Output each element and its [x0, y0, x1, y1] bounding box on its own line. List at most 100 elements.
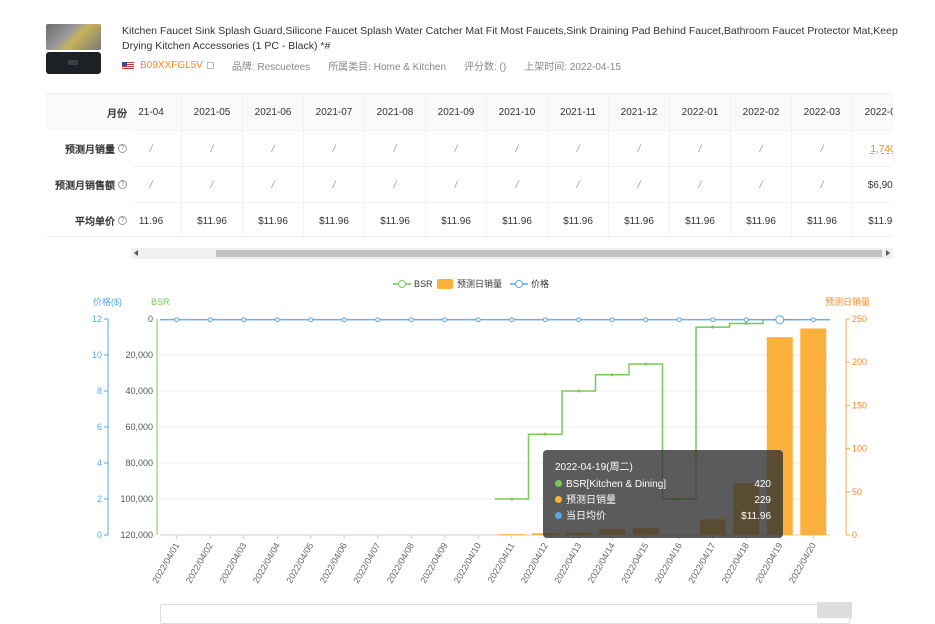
table-cell: / — [792, 167, 853, 203]
table-cell: $11.96 — [426, 203, 487, 238]
table-cell: / — [548, 167, 609, 203]
table-row: ////////////$6,902 — [131, 166, 893, 203]
row-label-revenue: 预测月销售额? — [46, 166, 131, 202]
table-cell: / — [304, 167, 365, 203]
table-cell: 21-04 — [131, 94, 182, 130]
price-point — [174, 317, 180, 323]
sales-bar — [498, 534, 525, 535]
sales-axis-title: 预测日销量 — [825, 296, 870, 307]
bsr-tick-label: 120,000 — [120, 530, 153, 540]
product-thumbnail-alt[interactable] — [46, 52, 101, 74]
table-cell: / — [365, 167, 426, 203]
bsr-tick-label: 100,000 — [120, 494, 153, 504]
external-link-icon[interactable] — [206, 62, 214, 69]
category-text: 所属类目: Home & Kitchen — [328, 62, 446, 73]
table-cell: / — [670, 167, 731, 203]
zoom-slider-handle[interactable] — [817, 602, 852, 618]
table-cell: / — [182, 167, 243, 203]
x-tick-label: 2022/04/20 — [787, 541, 818, 585]
bsr-tick-label: 0 — [148, 314, 153, 324]
table-cell: 2021-10 — [487, 94, 548, 130]
table-cell: $11.96 — [182, 203, 243, 238]
sales-tick-label: 0 — [852, 530, 857, 540]
bsr-point — [510, 497, 514, 501]
price-point — [509, 317, 515, 323]
product-thumbnail[interactable] — [46, 24, 101, 50]
asin-link[interactable]: B09XXFGL5V — [140, 60, 203, 71]
help-icon[interactable]: ? — [118, 143, 127, 153]
table-cell: / — [487, 167, 548, 203]
price-point — [274, 317, 280, 323]
tooltip-row-price: 当日均价 $11.96 — [555, 509, 771, 525]
help-icon[interactable]: ? — [118, 179, 127, 189]
table-cell: / — [426, 131, 487, 167]
bsr-axis-title: BSR — [151, 297, 170, 307]
table-cell: $11.96 — [792, 203, 853, 238]
chart-zoom-slider[interactable] — [160, 604, 850, 624]
tooltip-date: 2022-04-19(周二) — [555, 462, 633, 473]
table-cell: / — [182, 131, 243, 167]
table-cell: / — [792, 131, 853, 167]
table-cell: / — [243, 131, 304, 167]
price-point — [676, 317, 682, 323]
table-cell: 2021-08 — [365, 94, 426, 130]
table-horizontal-scrollbar[interactable] — [131, 248, 893, 259]
table-cell[interactable]: 1,740 — [853, 131, 893, 167]
product-meta: B09XXFGL5V 品牌: Rescuetees 所属类目: Home & K… — [122, 58, 639, 73]
table-cell: 2021-11 — [548, 94, 609, 130]
price-point — [542, 317, 548, 323]
product-title[interactable]: Kitchen Faucet Sink Splash Guard,Silicon… — [122, 25, 898, 52]
table-cell: / — [365, 131, 426, 167]
x-tick-label: 2022/04/10 — [452, 541, 483, 585]
table-cell: / — [487, 131, 548, 167]
x-tick-label: 2022/04/09 — [418, 541, 449, 585]
x-tick-label: 2022/04/02 — [184, 541, 215, 585]
x-tick-label: 2022/04/11 — [486, 541, 517, 584]
table-cell: 2022-01 — [670, 94, 731, 130]
table-cell: 2021-05 — [182, 94, 243, 130]
legend-price-marker — [515, 280, 523, 288]
legend-bsr-label: BSR — [414, 279, 433, 289]
table-cell: $11.96 — [487, 203, 548, 238]
price-tick-label: 10 — [92, 350, 102, 360]
tooltip-row-sales: 预测日销量 229 — [555, 493, 771, 509]
table-cell: 2022-04 — [853, 94, 893, 130]
price-point — [710, 317, 716, 323]
bsr-point — [610, 373, 614, 377]
row-label-sales: 预测月销量? — [46, 130, 131, 166]
x-tick-label: 2022/04/15 — [619, 541, 650, 585]
bsr-tick-label: 80,000 — [125, 458, 153, 468]
x-tick-label: 2022/04/12 — [519, 541, 550, 585]
price-tick-label: 4 — [97, 458, 102, 468]
legend-sales-label: 预测日销量 — [457, 278, 502, 289]
price-point — [442, 317, 448, 323]
sales-dot-icon — [555, 496, 562, 503]
scroll-right-icon[interactable] — [886, 250, 890, 256]
table-row: 11.96 $11.96 $11.96 $11.96 $11.96 $11.96 $11.9… — [131, 202, 893, 238]
price-tick-label: 2 — [97, 494, 102, 504]
sales-tick-label: 250 — [852, 314, 867, 324]
price-point — [375, 317, 381, 323]
table-cell: 2021-12 — [609, 94, 670, 130]
price-point — [408, 317, 414, 323]
table-cell: $11.96 — [670, 203, 731, 238]
table-cell: 2021-09 — [426, 94, 487, 130]
help-icon[interactable]: ? — [118, 215, 127, 225]
price-point — [643, 317, 649, 323]
table-scroll-area[interactable]: 21-04 2021-05 2021-06 2021-07 2021-08 2021-09… — [131, 94, 893, 238]
bsr-point — [543, 432, 547, 436]
table-cell: $11.96 — [548, 203, 609, 238]
table-row-labels: 月份 预测月销量? 预测月销售额? 平均单价? — [46, 94, 131, 238]
scrollbar-thumb[interactable] — [216, 250, 882, 257]
bsr-point — [711, 325, 715, 329]
tooltip-row-bsr: BSR[Kitchen & Dining] 420 — [555, 477, 771, 493]
price-axis-title: 价格($) — [93, 296, 122, 307]
x-tick-label: 2022/04/16 — [653, 541, 684, 585]
scroll-left-icon[interactable] — [134, 250, 138, 256]
table-cell: / — [670, 131, 731, 167]
x-tick-label: 2022/04/19 — [753, 541, 784, 585]
price-tick-label: 12 — [92, 314, 102, 324]
bsr-tick-label: 40,000 — [125, 386, 153, 396]
table-cell: $11.96 — [243, 203, 304, 238]
chart-tooltip: 2022-04-19(周二) BSR[Kitchen & Dining] 420… — [543, 450, 783, 538]
